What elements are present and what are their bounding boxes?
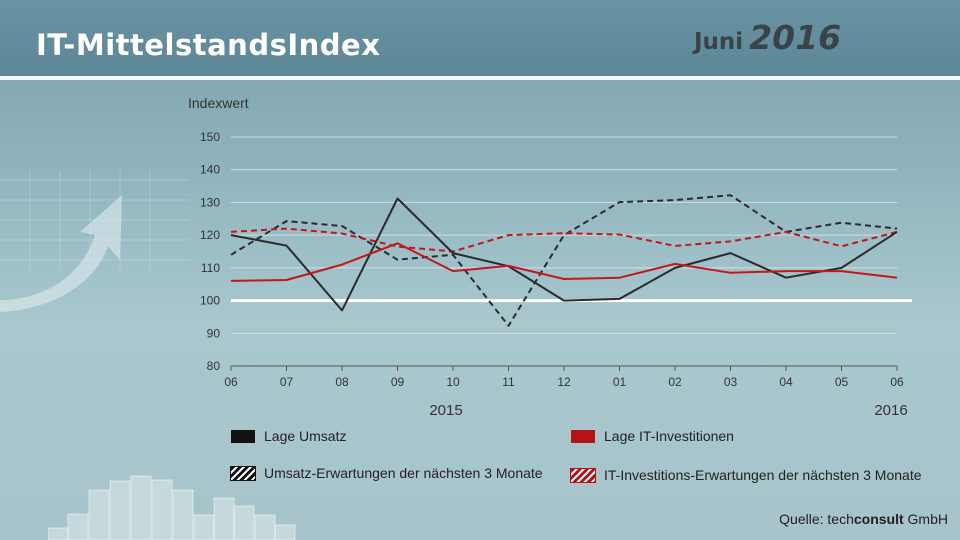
source-credit: Quelle: techconsult GmbH	[779, 511, 948, 527]
report-month: Juni	[694, 29, 744, 55]
legend-label: Lage Umsatz	[264, 428, 347, 444]
header-divider	[0, 76, 960, 80]
y-tick-label: 90	[207, 326, 221, 340]
legend-swatch	[231, 430, 255, 443]
source-brand-bold: consult	[853, 511, 904, 527]
y-tick-label: 140	[200, 163, 220, 177]
legend-swatch	[571, 430, 595, 443]
y-tick-label: 120	[200, 228, 220, 242]
x-year-label-2016: 2016	[874, 402, 907, 419]
legend-swatch-hatched	[230, 466, 256, 481]
page-title: IT-MittelstandsIndex	[36, 28, 381, 62]
y-tick-label: 80	[207, 359, 221, 373]
y-tick-label: 130	[200, 195, 220, 209]
source-brand-part: tech	[827, 511, 854, 527]
growth-arrow-icon	[0, 170, 190, 312]
x-tick-label: 06	[224, 375, 238, 389]
x-tick-label: 10	[446, 375, 460, 389]
series-umsatz-erwartungen	[230, 194, 898, 327]
x-tick-label: 07	[280, 375, 294, 389]
decorative-histogram	[48, 475, 296, 540]
x-tick-label: 08	[335, 375, 349, 389]
header-bar	[0, 0, 960, 76]
x-tick-label: 01	[613, 375, 627, 389]
source-suffix: GmbH	[907, 511, 948, 527]
x-tick-label: 03	[724, 375, 738, 389]
series-lage-umsatz	[230, 197, 898, 312]
report-date: Juni 2016	[694, 18, 841, 57]
x-year-label-2015: 2015	[429, 402, 462, 419]
x-tick-label: 12	[557, 375, 571, 389]
x-tick-label: 04	[779, 375, 793, 389]
y-tick-label: 100	[200, 294, 220, 308]
source-brand: techconsult	[827, 511, 903, 527]
x-tick-label: 02	[668, 375, 682, 389]
x-tick-label: 06	[890, 375, 904, 389]
x-tick-label: 05	[835, 375, 849, 389]
series-lage-it-investitionen	[230, 242, 898, 282]
x-tick-label: 11	[502, 375, 515, 389]
legend-label: Lage IT-Investitionen	[604, 428, 734, 444]
source-prefix: Quelle:	[779, 511, 824, 527]
legend-swatch-hatched	[570, 468, 596, 483]
x-tick-label: 09	[391, 375, 405, 389]
report-year: 2016	[749, 18, 842, 57]
series-it-investitions-erwartungen	[230, 227, 898, 253]
legend-label: IT-Investitions-Erwartungen der nächsten…	[604, 467, 922, 483]
legend-label: Umsatz-Erwartungen der nächsten 3 Monate	[264, 465, 543, 481]
y-tick-label: 110	[201, 261, 220, 275]
y-axis-title: Indexwert	[188, 95, 249, 111]
y-tick-label: 150	[200, 130, 220, 144]
